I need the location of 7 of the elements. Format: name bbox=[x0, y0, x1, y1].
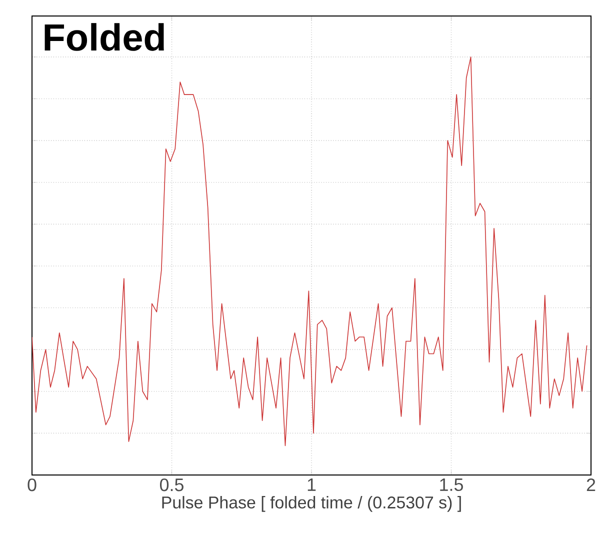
x-tick-label: 1.5 bbox=[440, 478, 463, 492]
x-axis-title: Pulse Phase [ folded time / (0.25307 s) ] bbox=[162, 496, 461, 512]
x-tick-label: 1 bbox=[308, 478, 316, 491]
x-tick-label: 0.5 bbox=[160, 478, 184, 492]
x-tick-label: 2 bbox=[586, 478, 596, 492]
chart-title: Folded bbox=[44, 23, 164, 51]
x-tick-label: 0 bbox=[28, 478, 36, 492]
